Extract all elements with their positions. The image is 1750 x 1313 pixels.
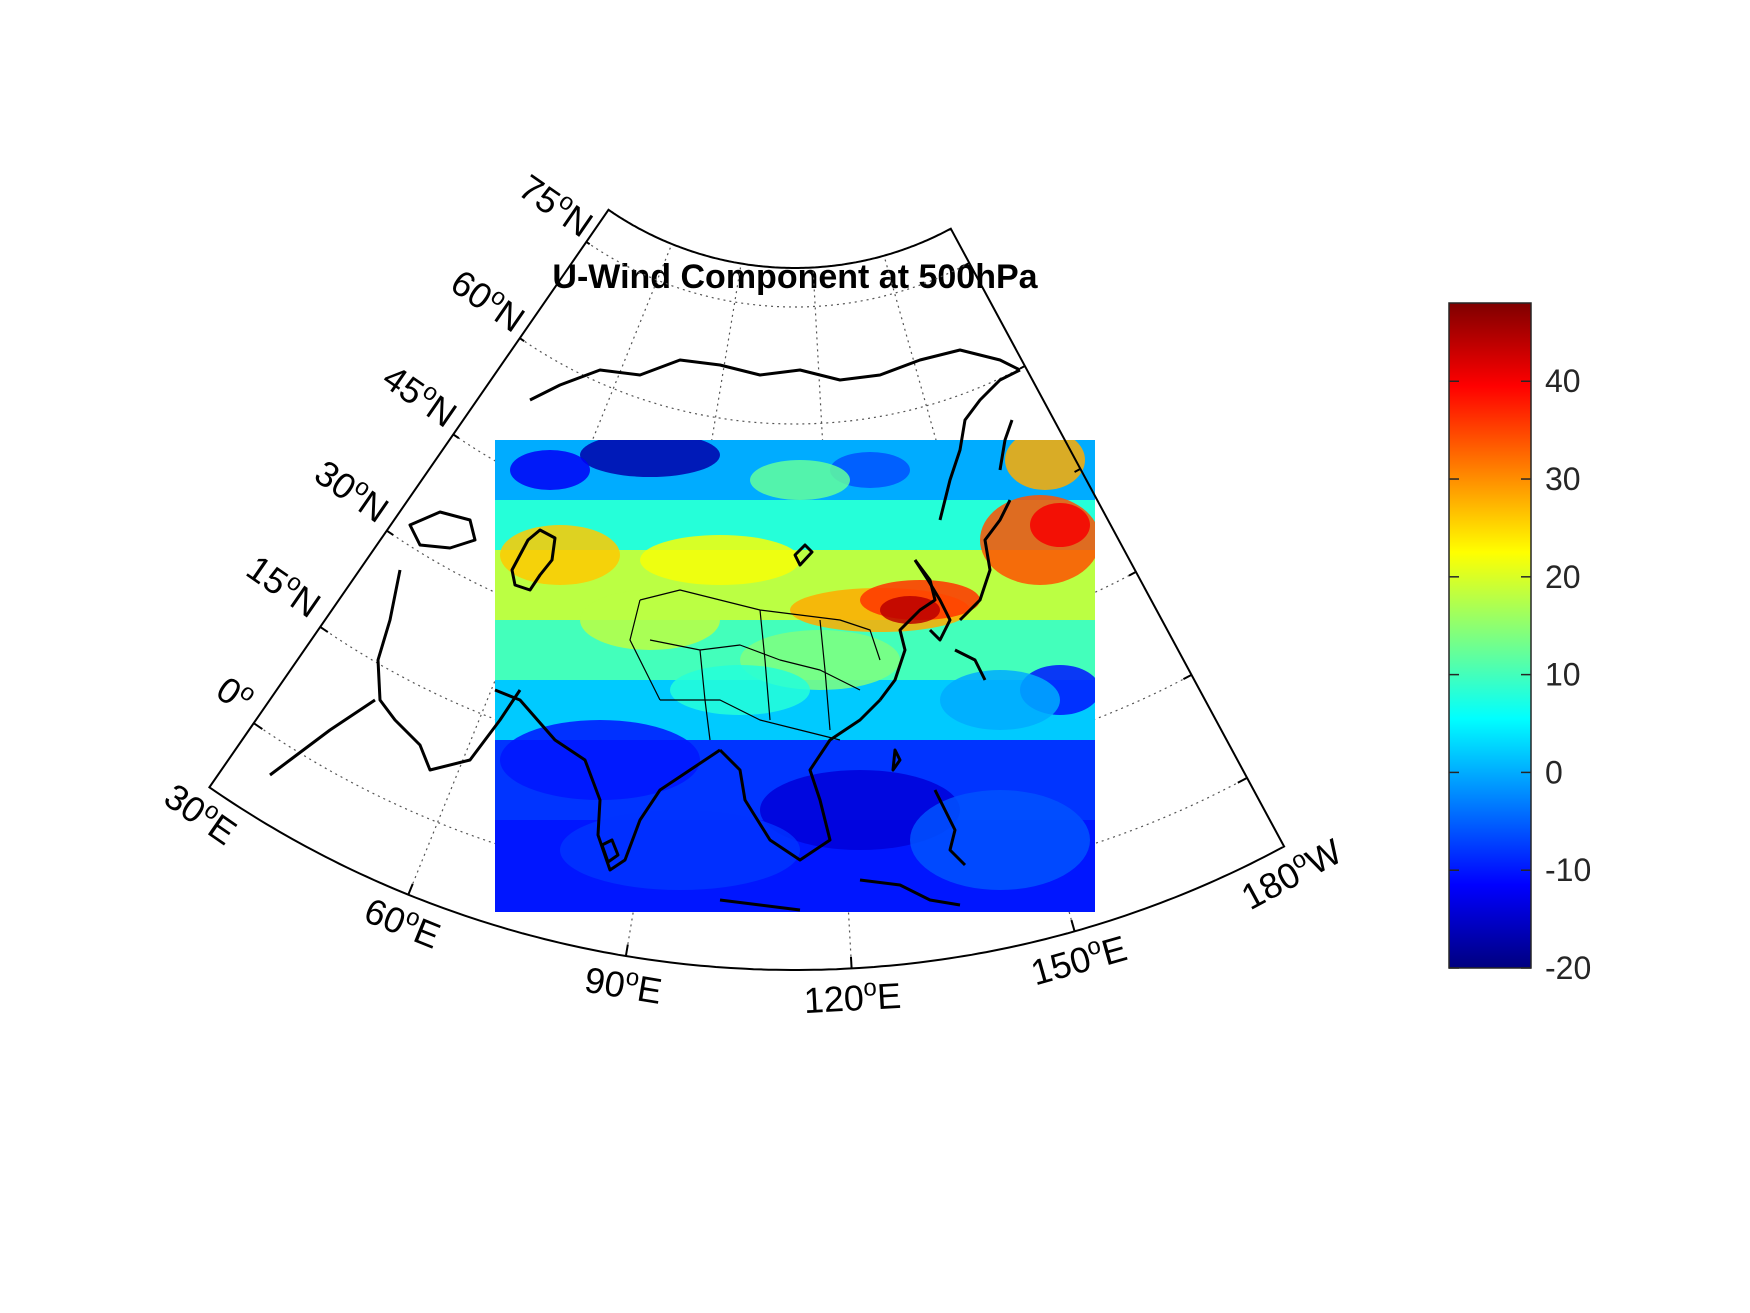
coastline-segment: [510, 528, 557, 592]
coastline-segment: [719, 898, 801, 912]
colorbar-tick-label: 30: [1545, 461, 1581, 497]
colorbar-fill: [1448, 302, 1532, 969]
coastline-segment: [376, 569, 522, 772]
field-cell: [1005, 440, 1085, 490]
graticule-label: 75oN: [512, 165, 602, 246]
field-cell: [830, 452, 910, 488]
coastlines: [269, 348, 1021, 912]
coastline-segment: [933, 789, 967, 867]
field-cell: [580, 590, 720, 650]
graticule-label: 45oN: [375, 355, 465, 436]
field-cell: [760, 770, 960, 850]
field-cell: [500, 720, 700, 800]
coastline-segment: [998, 419, 1014, 471]
field-cell: [580, 440, 720, 477]
colorbar-tick-label: -10: [1545, 852, 1591, 888]
frame-tick: [1070, 919, 1076, 932]
graticule-label: 180oW: [1234, 829, 1349, 918]
chart-title: U-Wind Component at 500hPa: [552, 258, 1038, 296]
border-segment: [649, 639, 861, 691]
field-cell: [750, 460, 850, 500]
frame-tick: [1128, 571, 1137, 577]
parallel-line: [519, 337, 1026, 425]
field-cell: [880, 596, 940, 624]
coastline-segment: [793, 543, 814, 567]
coastline-segment: [859, 878, 961, 907]
frame-tick: [253, 722, 263, 730]
border-segment: [819, 619, 831, 731]
frame-tick: [849, 956, 853, 969]
parallel-line: [585, 241, 970, 308]
coastline-segment: [938, 368, 1021, 521]
frame-tick: [407, 883, 414, 896]
map-frame: [208, 208, 1286, 971]
field-cell: [940, 670, 1060, 730]
field-cell: [1030, 503, 1090, 547]
frame-tick: [585, 241, 591, 246]
colorbar-tick-label: 40: [1545, 363, 1581, 399]
frame-tick: [1074, 468, 1081, 473]
border-segment: [660, 699, 841, 741]
border-segment: [699, 649, 711, 741]
colorbar: -20 -10 0 10 20 30 40: [1448, 302, 1591, 986]
frame-tick: [1182, 673, 1192, 681]
field-cell: [670, 665, 810, 715]
graticule-label: 15oN: [239, 545, 329, 626]
frame-tick: [965, 262, 970, 266]
graticule-label: 60oN: [444, 260, 534, 341]
frame-tick: [624, 944, 629, 957]
colorbar-tick-label: -20: [1545, 950, 1591, 986]
graticule-label: 90oE: [582, 957, 665, 1012]
border-segment: [639, 589, 881, 661]
border-segment: [759, 609, 771, 721]
frame-tick: [319, 626, 329, 633]
province-borders: [629, 589, 881, 741]
graticule-label: 30oE: [157, 774, 245, 853]
frame-tick: [1019, 365, 1026, 370]
field-cell: [500, 525, 620, 585]
coastline-segment: [529, 348, 1021, 402]
field-cell: [640, 535, 800, 585]
frame-tick: [519, 337, 525, 342]
graticule-label: 60oE: [359, 888, 447, 957]
coastline-segment: [408, 510, 477, 550]
coastline-segment: [718, 698, 882, 862]
colorbar-tick-label: 20: [1545, 559, 1581, 595]
coastline-segment: [954, 648, 987, 681]
field-cell: [560, 810, 800, 890]
coastline-segment: [600, 838, 620, 864]
colorbar-ticks: -20 -10 0 10 20 30 40: [1449, 363, 1591, 986]
frame-tick: [1237, 776, 1248, 784]
colorbar-tick-label: 0: [1545, 754, 1563, 790]
field-cell: [910, 790, 1090, 890]
frame-outline: [208, 208, 1286, 971]
field-cell: [510, 450, 590, 490]
graticule-label: 0o: [209, 667, 261, 721]
colorbar-tick-label: 10: [1545, 657, 1581, 693]
frame-tick: [452, 433, 460, 439]
wind-field-heatmap: [495, 440, 1095, 912]
coastline-segment: [269, 698, 376, 777]
coastline-segment: [891, 748, 902, 772]
frame-tick: [386, 529, 394, 536]
coastline-segment: [913, 559, 952, 642]
graticule-label: 150oE: [1026, 925, 1131, 993]
border-segment: [629, 599, 661, 701]
coastline-segment: [958, 499, 1012, 622]
graticule-label: 30oN: [307, 450, 397, 531]
graticule-label: 120oE: [803, 973, 903, 1021]
